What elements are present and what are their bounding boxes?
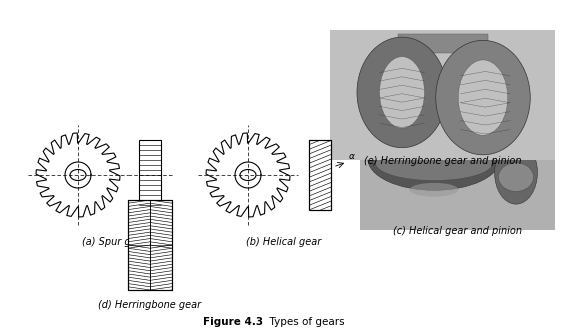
Ellipse shape <box>368 127 500 190</box>
Ellipse shape <box>495 141 538 204</box>
Text: (b) Helical gear: (b) Helical gear <box>246 237 321 247</box>
Bar <box>309 140 331 210</box>
Bar <box>128 200 172 290</box>
Bar <box>397 34 487 53</box>
Ellipse shape <box>410 183 458 197</box>
Ellipse shape <box>376 146 492 181</box>
Text: (a) Spur gear: (a) Spur gear <box>82 237 147 247</box>
Bar <box>309 140 331 210</box>
Ellipse shape <box>379 57 424 128</box>
Text: (e) Herringbone gear and pinion: (e) Herringbone gear and pinion <box>364 156 521 166</box>
Ellipse shape <box>436 41 530 155</box>
Text: Types of gears: Types of gears <box>263 317 345 327</box>
Text: $\alpha$: $\alpha$ <box>348 152 356 161</box>
Text: Figure 4.3: Figure 4.3 <box>203 317 263 327</box>
Bar <box>360 115 555 230</box>
Bar <box>139 140 161 210</box>
Ellipse shape <box>458 60 508 135</box>
Bar <box>330 30 555 160</box>
Ellipse shape <box>357 37 447 148</box>
Ellipse shape <box>499 163 534 192</box>
Bar <box>128 200 172 290</box>
Text: (d) Herringbone gear: (d) Herringbone gear <box>98 300 201 310</box>
Text: (c) Helical gear and pinion: (c) Helical gear and pinion <box>393 226 522 236</box>
